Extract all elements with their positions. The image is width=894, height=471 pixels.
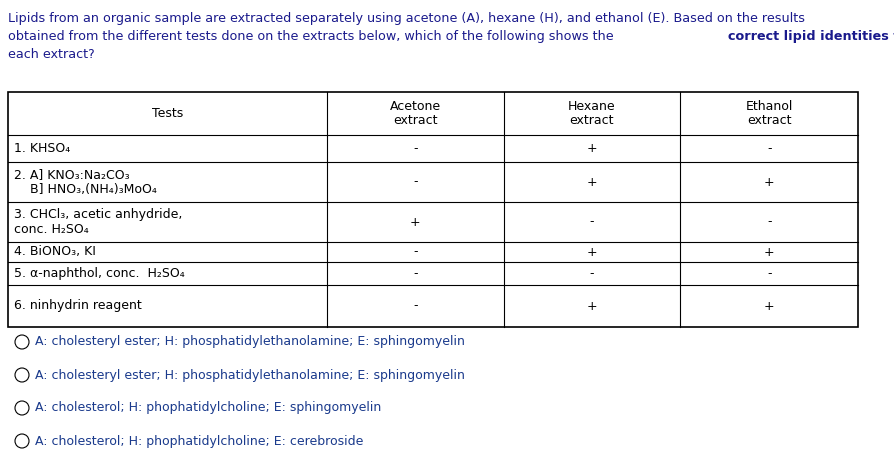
Text: Ethanol
extract: Ethanol extract <box>745 99 792 128</box>
Text: -: - <box>412 142 417 155</box>
Circle shape <box>15 368 29 382</box>
Text: -: - <box>412 176 417 188</box>
Text: correct lipid identities found on: correct lipid identities found on <box>727 30 894 43</box>
Text: -: - <box>412 245 417 259</box>
Text: Tests: Tests <box>152 107 182 120</box>
Text: Hexane
extract: Hexane extract <box>568 99 615 128</box>
Text: +: + <box>586 245 596 259</box>
Text: -: - <box>412 267 417 280</box>
Bar <box>8 92 857 327</box>
Text: Lipids from an organic sample are extracted separately using acetone (A), hexane: Lipids from an organic sample are extrac… <box>8 12 804 25</box>
Text: 5. α-naphthol, conc.  H₂SO₄: 5. α-naphthol, conc. H₂SO₄ <box>14 267 184 280</box>
Text: 6. ninhydrin reagent: 6. ninhydrin reagent <box>14 300 141 312</box>
Text: -: - <box>766 267 771 280</box>
Text: -: - <box>589 216 594 228</box>
Text: -: - <box>766 142 771 155</box>
Text: A: cholesterol; H: phophatidylcholine; E: sphingomyelin: A: cholesterol; H: phophatidylcholine; E… <box>35 401 381 414</box>
Circle shape <box>15 401 29 415</box>
Text: 3. CHCl₃, acetic anhydride,
conc. H₂SO₄: 3. CHCl₃, acetic anhydride, conc. H₂SO₄ <box>14 208 182 236</box>
Text: +: + <box>763 176 773 188</box>
Circle shape <box>15 434 29 448</box>
Text: -: - <box>589 267 594 280</box>
Text: 1. KHSO₄: 1. KHSO₄ <box>14 142 70 155</box>
Text: -: - <box>766 216 771 228</box>
Text: A: cholesterol; H: phophatidylcholine; E: cerebroside: A: cholesterol; H: phophatidylcholine; E… <box>35 435 363 447</box>
Text: -: - <box>412 300 417 312</box>
Text: +: + <box>763 300 773 312</box>
Text: A: cholesteryl ester; H: phosphatidylethanolamine; E: sphingomyelin: A: cholesteryl ester; H: phosphatidyleth… <box>35 335 464 349</box>
Text: A: cholesteryl ester; H: phosphatidylethanolamine; E: sphingomyelin: A: cholesteryl ester; H: phosphatidyleth… <box>35 368 464 382</box>
Text: +: + <box>586 176 596 188</box>
Text: 2. A] KNO₃:Na₂CO₃
    B] HNO₃,(NH₄)₃MoO₄: 2. A] KNO₃:Na₂CO₃ B] HNO₃,(NH₄)₃MoO₄ <box>14 168 156 196</box>
Text: +: + <box>409 216 420 228</box>
Text: obtained from the different tests done on the extracts below, which of the follo: obtained from the different tests done o… <box>8 30 617 43</box>
Text: +: + <box>586 142 596 155</box>
Text: Acetone
extract: Acetone extract <box>389 99 440 128</box>
Text: +: + <box>763 245 773 259</box>
Text: 4. BiONO₃, KI: 4. BiONO₃, KI <box>14 245 96 259</box>
Text: each extract?: each extract? <box>8 48 95 61</box>
Circle shape <box>15 335 29 349</box>
Text: +: + <box>586 300 596 312</box>
